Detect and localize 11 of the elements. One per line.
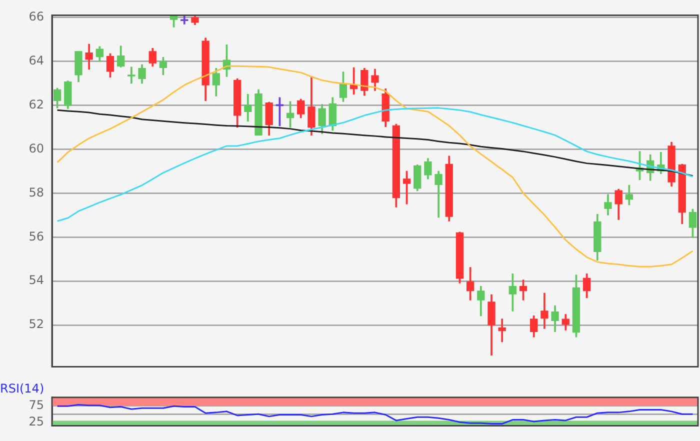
y-tick-label: 58: [28, 185, 44, 200]
y-tick-label: 62: [28, 97, 44, 112]
y-tick-label: 54: [28, 273, 44, 288]
chart-title: RSI(14): [0, 381, 44, 396]
y-tick-label: 75: [28, 398, 44, 412]
y-tick-label: 56: [28, 229, 44, 244]
y-tick-label: 60: [28, 141, 44, 156]
y-tick-label: 52: [28, 317, 44, 332]
y-tick-label: 64: [28, 53, 44, 68]
y-tick-label: 66: [28, 10, 44, 24]
y-tick-label: 25: [28, 414, 44, 429]
